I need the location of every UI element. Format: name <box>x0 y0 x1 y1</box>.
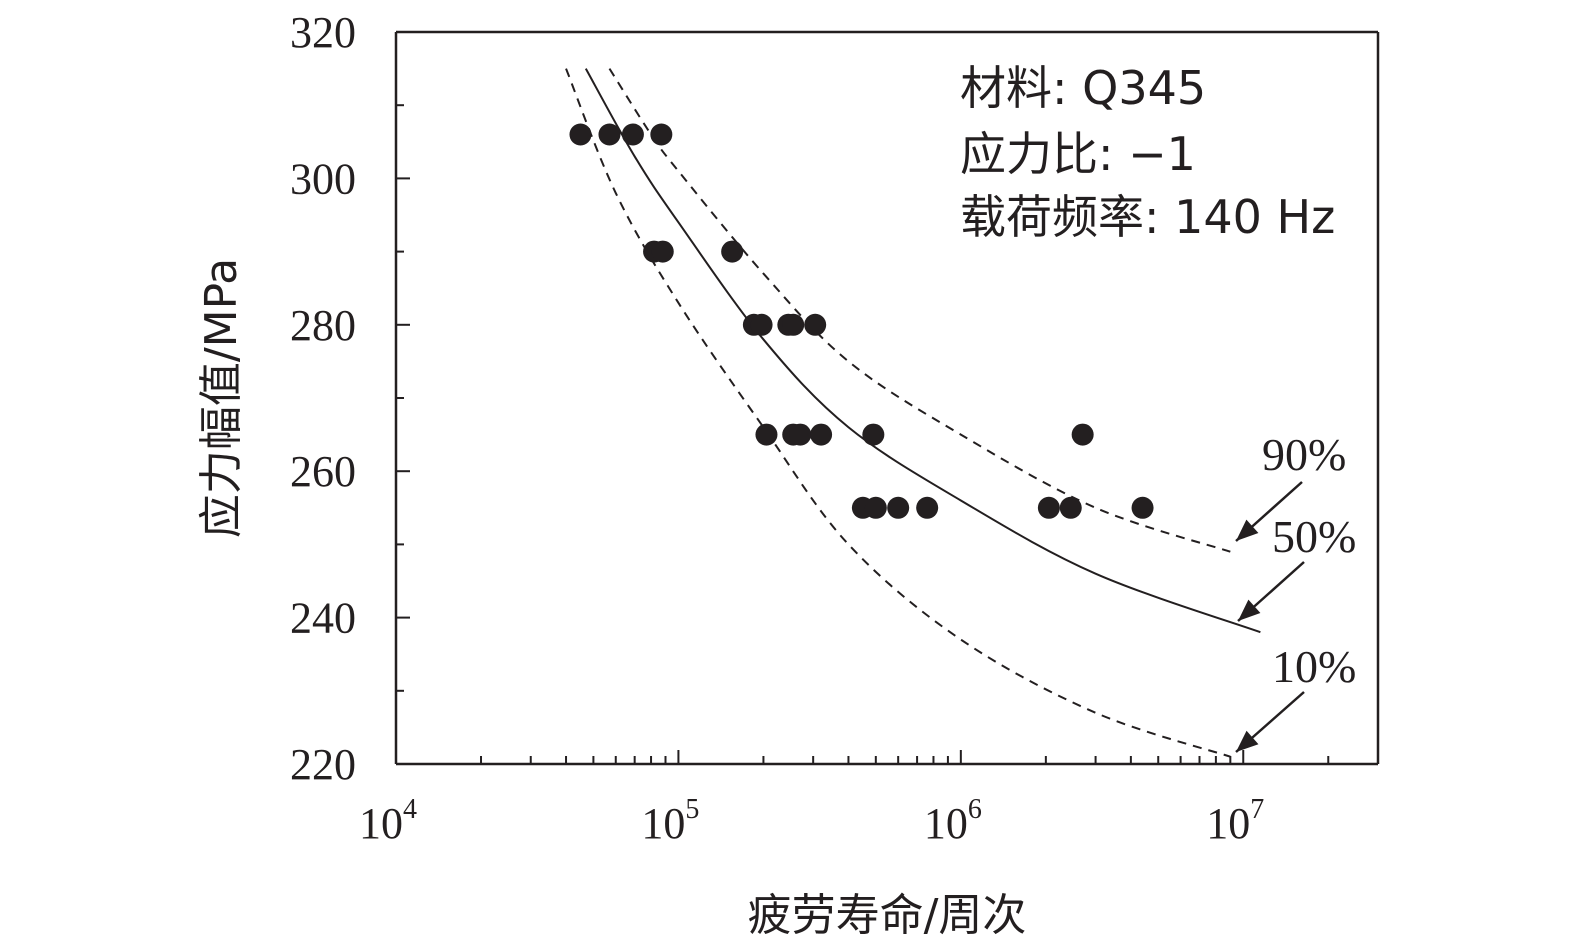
label-90-percent: 90% <box>1262 429 1346 480</box>
arrowhead <box>1238 599 1261 621</box>
data-point <box>650 123 673 146</box>
y-tick-label: 260 <box>290 447 356 496</box>
curve-labels: 90% 50% 10% <box>1262 429 1356 692</box>
curve-50-percent <box>584 68 1261 634</box>
info-stress-ratio: 应力比: −1 <box>960 127 1196 181</box>
y-axis-ticks: 220 240 260 280 300 320 <box>290 8 410 789</box>
data-point <box>721 240 744 263</box>
data-point <box>651 240 674 263</box>
curve-90-percent <box>608 68 1231 553</box>
annotations <box>1235 481 1305 753</box>
y-tick-label: 280 <box>290 301 356 350</box>
data-point <box>750 313 773 336</box>
info-load-frequency: 载荷频率: 140 Hz <box>960 190 1335 244</box>
x-tick-label: 106 <box>924 794 982 848</box>
x-axis-ticks: 104 105 106 107 <box>359 750 1379 848</box>
arrowhead <box>1236 730 1259 752</box>
data-point <box>1059 496 1082 519</box>
data-point <box>598 123 621 146</box>
x-tick-label: 104 <box>359 794 417 848</box>
info-material: 材料: Q345 <box>960 61 1206 115</box>
curve-10-percent <box>565 68 1231 758</box>
info-box: 材料: Q345 应力比: −1 载荷频率: 140 Hz <box>960 61 1335 244</box>
data-point <box>810 423 833 446</box>
arrow-10-percent <box>1235 691 1305 753</box>
label-50-percent: 50% <box>1272 511 1356 562</box>
arrowhead <box>1236 519 1259 541</box>
x-axis-title: 疲劳寿命/周次 <box>748 890 1027 941</box>
probability-curves <box>565 68 1261 758</box>
arrow-50-percent <box>1237 561 1305 622</box>
y-tick-label: 300 <box>290 154 356 203</box>
y-axis-title: 应力幅值/MPa <box>196 258 247 538</box>
data-point <box>755 423 778 446</box>
data-point <box>1131 496 1154 519</box>
data-point <box>862 423 885 446</box>
data-point <box>569 123 592 146</box>
y-tick-label: 240 <box>290 594 356 643</box>
plot-frame <box>394 30 1380 766</box>
data-point <box>804 313 827 336</box>
data-point <box>782 313 805 336</box>
data-points <box>569 123 1154 519</box>
data-point <box>1071 423 1094 446</box>
arrow-90-percent <box>1235 481 1303 542</box>
data-point <box>1037 496 1060 519</box>
data-point <box>916 496 939 519</box>
data-point <box>887 496 910 519</box>
data-point <box>789 423 812 446</box>
data-point <box>864 496 887 519</box>
y-tick-label: 320 <box>290 8 356 57</box>
y-tick-label: 220 <box>290 740 356 789</box>
label-10-percent: 10% <box>1272 641 1356 692</box>
x-tick-label: 105 <box>641 794 699 848</box>
x-tick-label: 107 <box>1206 794 1264 848</box>
data-point <box>621 123 644 146</box>
